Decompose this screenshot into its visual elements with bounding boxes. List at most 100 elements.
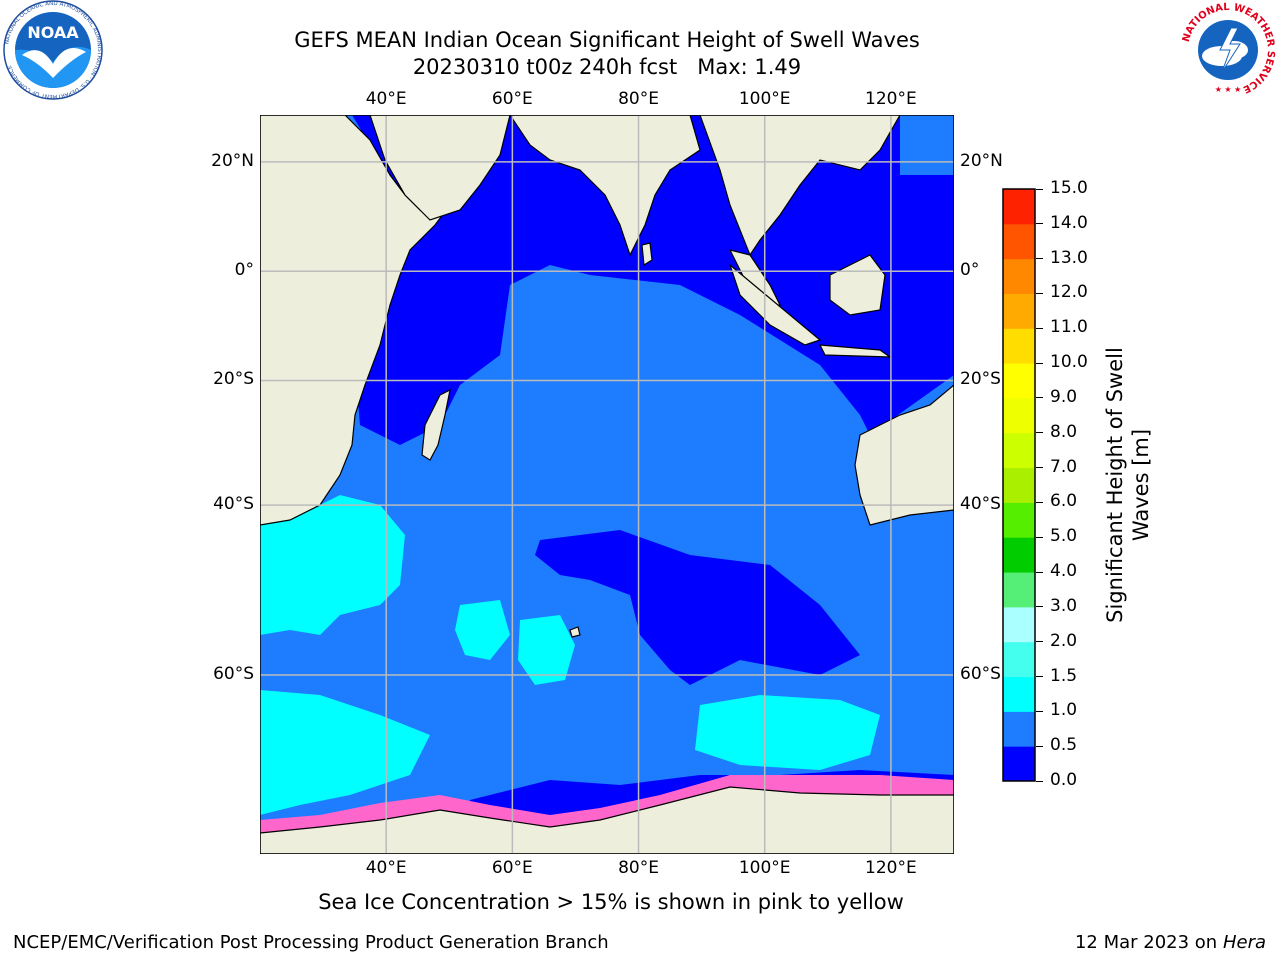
colorbar-tick-mark	[1036, 501, 1043, 503]
colorbar-tick-label: 8.0	[1050, 421, 1078, 442]
land-borneo	[829, 254, 886, 316]
colorbar-tick-mark	[1036, 223, 1043, 225]
lat-label-left: 60°S	[213, 663, 254, 684]
chart-title: GEFS MEAN Indian Ocean Significant Heigh…	[294, 28, 920, 52]
colorbar-frame	[1002, 188, 1036, 782]
lon-label: 100°E	[738, 858, 791, 878]
colorbar-tick-mark	[1036, 710, 1043, 712]
swell-region-high-south	[260, 690, 430, 815]
land-australia	[854, 384, 954, 526]
colorbar	[1002, 188, 1036, 782]
land-arabia	[369, 115, 511, 221]
noaa-logo: NOAA NATIONAL OCEANIC AND ATMOSPHERIC AD…	[3, 0, 103, 100]
colorbar-tick-mark	[1036, 606, 1043, 608]
lon-label: 120°E	[865, 89, 917, 109]
lat-label-left: 0°	[234, 260, 254, 281]
colorbar-tick-label: 12.0	[1050, 282, 1088, 303]
colorbar-segment	[1003, 711, 1035, 747]
date-text: 12 Mar 2023 on	[1074, 932, 1218, 953]
lat-label-right: 0°	[960, 260, 980, 281]
lat-label-left: 20°S	[213, 369, 254, 390]
colorbar-tick-mark	[1036, 258, 1043, 260]
land-kerguelen	[569, 626, 581, 638]
land-se-asia	[699, 115, 901, 257]
lon-label: 40°E	[365, 89, 407, 109]
colorbar-tick-mark	[1036, 397, 1043, 399]
noaa-logo-text: NOAA	[27, 23, 79, 42]
colorbar-segment	[1003, 502, 1035, 538]
lat-label-right: 60°S	[960, 663, 1001, 684]
colorbar-tick-label: 1.5	[1050, 665, 1078, 686]
colorbar-tick-label: 14.0	[1050, 212, 1088, 233]
lat-label-right: 40°S	[960, 494, 1001, 515]
colorbar-tick-label: 2.0	[1050, 630, 1078, 651]
land-java	[818, 344, 892, 358]
colorbar-tick-label: 3.0	[1050, 595, 1078, 616]
credit-text: NCEP/EMC/Verification Post Processing Pr…	[13, 932, 609, 953]
colorbar-tick-mark	[1036, 362, 1043, 364]
colorbar-tick-label: 13.0	[1050, 247, 1088, 268]
colorbar-tick-label: 4.0	[1050, 561, 1078, 582]
map-gridlines	[260, 115, 954, 854]
colorbar-segment	[1003, 467, 1035, 503]
lon-label: 100°E	[738, 89, 791, 109]
colorbar-tick-mark	[1036, 780, 1043, 782]
svg-text:★ ★ ★: ★ ★ ★	[1215, 85, 1242, 94]
colorbar-segment	[1003, 537, 1035, 573]
colorbar-tick-label: 6.0	[1050, 491, 1078, 512]
lon-label: 60°E	[491, 858, 533, 878]
chart-subtitle: 20230310 t00z 240h fcst Max: 1.49	[412, 55, 802, 79]
colorbar-tick-mark	[1036, 432, 1043, 434]
lon-label: 40°E	[365, 858, 407, 878]
lat-label-right: 20°N	[960, 150, 1003, 171]
colorbar-segment	[1003, 641, 1035, 678]
swell-region-high-southwest	[260, 495, 405, 635]
machine-name: Hera	[1222, 932, 1266, 953]
colorbar-tick-mark	[1036, 188, 1043, 190]
colorbar-tick-label: 10.0	[1050, 352, 1088, 373]
colorbar-tick-label: 1.0	[1050, 700, 1078, 721]
colorbar-segment	[1003, 258, 1035, 294]
colorbar-segment	[1003, 223, 1035, 260]
land-antarctica	[260, 786, 954, 854]
colorbar-tick-mark	[1036, 641, 1043, 643]
colorbar-tick-mark	[1036, 745, 1043, 747]
lon-label: 120°E	[865, 858, 917, 878]
swell-region-low-south	[535, 530, 860, 685]
colorbar-tick-mark	[1036, 536, 1043, 538]
colorbar-tick-mark	[1036, 327, 1043, 329]
swell-region-high-mid	[455, 600, 510, 660]
lon-label: 80°E	[618, 858, 659, 878]
colorbar-tick-label: 0.0	[1050, 770, 1078, 790]
colorbar-tick-label: 11.0	[1050, 317, 1088, 338]
nws-logo: NATIONAL WEATHER SERVICE ★ ★ ★	[1181, 2, 1276, 95]
lat-label-left: 20°N	[211, 150, 254, 171]
colorbar-tick-label: 5.0	[1050, 526, 1078, 547]
land-madagascar	[421, 388, 451, 461]
colorbar-tick-mark	[1036, 467, 1043, 469]
colorbar-tick-mark	[1036, 571, 1043, 573]
colorbar-segment	[1003, 397, 1035, 434]
colorbar-segment	[1003, 363, 1035, 399]
date-stamp: 12 Mar 2023 on Hera	[1075, 932, 1266, 953]
lon-label: 60°E	[491, 89, 533, 109]
colorbar-segment	[1003, 572, 1035, 608]
sea-ice-note: Sea Ice Concentration > 15% is shown in …	[318, 890, 904, 914]
lat-label-left: 40°S	[213, 494, 254, 515]
colorbar-segment	[1003, 676, 1035, 712]
sea-ice-band	[260, 775, 954, 833]
colorbar-tick-label: 9.0	[1050, 386, 1078, 407]
colorbar-tick-label: 0.5	[1050, 735, 1078, 756]
colorbar-tick-mark	[1036, 292, 1043, 294]
colorbar-segment	[1003, 746, 1035, 782]
colorbar-segment	[1003, 293, 1035, 329]
colorbar-tick-label: 15.0	[1050, 178, 1088, 198]
swell-region-high-kerguelen	[518, 615, 575, 685]
swell-region-high-southeast	[695, 695, 880, 770]
colorbar-title: Significant Height of Swell Waves [m]	[1103, 347, 1153, 623]
colorbar-tick-label: 7.0	[1050, 456, 1078, 477]
lat-label-right: 20°S	[960, 369, 1001, 390]
swell-height-map	[260, 115, 954, 854]
colorbar-tick-mark	[1036, 676, 1043, 678]
lon-label: 80°E	[618, 89, 659, 109]
